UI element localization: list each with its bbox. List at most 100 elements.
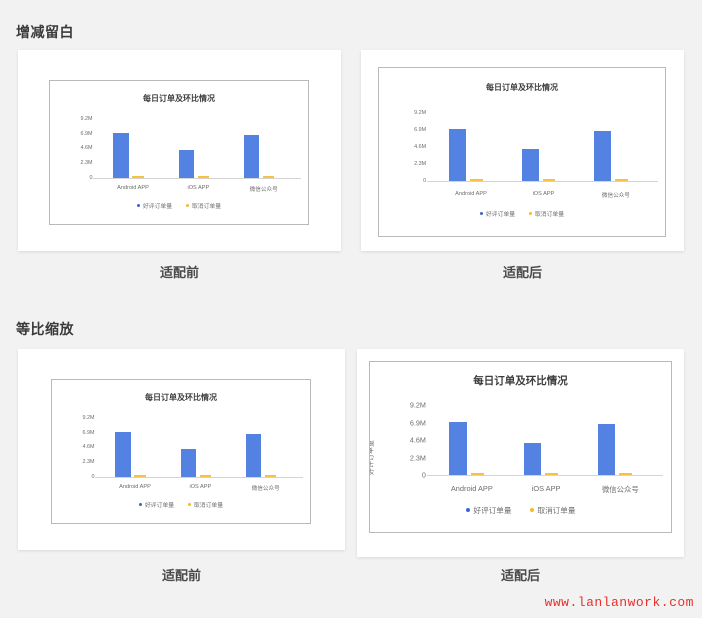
bar-amber bbox=[197, 175, 209, 178]
bar-blue bbox=[245, 433, 262, 477]
x-axis-tick: 微信公众号 bbox=[601, 192, 630, 199]
bar-blue bbox=[449, 129, 467, 182]
bar-blue bbox=[593, 131, 611, 182]
bar-amber bbox=[619, 472, 633, 476]
chart-frame: 每日订单及环比情况 0 2.3M 4.6M 6.9M 9.2M 好评订单量 Android A… bbox=[49, 80, 309, 225]
legend-swatch bbox=[480, 212, 483, 216]
x-axis-tick: iOS APP bbox=[187, 185, 210, 192]
card-after-scale: 每日订单及环比情况 0 2.3M 4.6M 6.9M 9.2M 好评订单量 Android A… bbox=[357, 349, 684, 557]
bar-amber bbox=[545, 473, 559, 476]
legend-swatch bbox=[529, 212, 532, 216]
caption-before-whitespace: 适配前 bbox=[159, 265, 199, 280]
legend-swatch bbox=[188, 503, 191, 507]
caption-after-scale: 适配后 bbox=[500, 568, 540, 583]
bar-chart: 每日订单及环比情况 0 2.3M 4.6M 6.9M 9.2M 好评订单量 Android A… bbox=[379, 68, 665, 236]
x-axis-tick: 微信公众号 bbox=[251, 486, 280, 493]
bar-amber bbox=[134, 474, 146, 477]
bar-blue bbox=[115, 431, 131, 477]
bar-chart: 每日订单及环比情况 0 2.3M 4.6M 6.9M 9.2M 好评订单量 Android A… bbox=[52, 380, 310, 523]
x-axis-line bbox=[93, 177, 302, 179]
bar-blue bbox=[597, 424, 616, 476]
x-axis-line bbox=[426, 475, 663, 477]
bar-amber bbox=[132, 175, 144, 178]
y-axis-label: 好评订单量 bbox=[369, 439, 375, 475]
y-axis-tick: 4.6M bbox=[80, 145, 93, 152]
chart-legend: 好评订单量 取消订单量 bbox=[370, 505, 671, 516]
y-axis-tick: 6.9M bbox=[414, 126, 427, 133]
section-title-scale: 等比缩放 bbox=[16, 321, 74, 337]
x-axis-line bbox=[95, 476, 304, 478]
bar-blue bbox=[180, 449, 196, 477]
card-after-whitespace: 每日订单及环比情况 0 2.3M 4.6M 6.9M 9.2M 好评订单量 Android A… bbox=[361, 50, 684, 251]
bar-blue bbox=[449, 422, 467, 476]
legend-item[interactable]: 取消订单量 bbox=[529, 505, 576, 516]
legend-swatch bbox=[139, 503, 142, 507]
legend-item[interactable]: 好评订单量 bbox=[139, 500, 174, 509]
x-axis-tick: Android APP bbox=[119, 484, 151, 491]
card-before-scale: 每日订单及环比情况 0 2.3M 4.6M 6.9M 9.2M 好评订单量 Android A… bbox=[18, 349, 345, 550]
y-axis-tick: 6.9M bbox=[82, 429, 95, 436]
chart-legend: 好评订单量 取消订单量 bbox=[52, 500, 310, 509]
chart-legend: 好评订单量 取消订单量 bbox=[379, 209, 665, 218]
x-axis-tick: Android APP bbox=[117, 185, 149, 192]
chart-title: 每日订单及环比情况 bbox=[143, 94, 215, 104]
chart-frame: 每日订单及环比情况 0 2.3M 4.6M 6.9M 9.2M 好评订单量 Android A… bbox=[378, 67, 666, 237]
legend-label: 好评订单量 bbox=[486, 212, 515, 219]
x-axis-line bbox=[427, 181, 658, 183]
legend-item[interactable]: 好评订单量 bbox=[465, 505, 512, 516]
bar-chart: 每日订单及环比情况 0 2.3M 4.6M 6.9M 9.2M 好评订单量 Android A… bbox=[370, 362, 671, 532]
legend-swatch bbox=[186, 204, 189, 208]
chart-frame: 每日订单及环比情况 0 2.3M 4.6M 6.9M 9.2M 好评订单量 Android A… bbox=[369, 361, 672, 533]
bar-amber bbox=[614, 179, 628, 182]
caption-after-whitespace: 适配后 bbox=[502, 265, 542, 280]
legend-item[interactable]: 取消订单量 bbox=[188, 500, 223, 509]
y-axis-tick: 2.3M bbox=[80, 159, 93, 166]
bar-amber bbox=[264, 474, 277, 477]
x-axis-tick: iOS APP bbox=[532, 190, 555, 197]
legend-label: 好评订单量 bbox=[143, 204, 172, 211]
y-axis-tick: 9.2M bbox=[409, 400, 426, 410]
legend-label: 好评订单量 bbox=[145, 503, 174, 510]
y-axis-tick: 9.2M bbox=[414, 109, 427, 116]
legend-label: 取消订单量 bbox=[192, 204, 221, 211]
y-axis-tick: 2.3M bbox=[414, 161, 427, 168]
y-axis-tick: 9.2M bbox=[80, 115, 93, 122]
bar-amber bbox=[470, 472, 484, 476]
x-axis-tick: 微信公众号 bbox=[601, 485, 639, 495]
section-title-whitespace: 增减留白 bbox=[16, 24, 74, 40]
legend-swatch bbox=[529, 508, 534, 513]
bar-blue bbox=[178, 150, 194, 178]
bar-amber bbox=[199, 474, 211, 477]
legend-label: 取消订单量 bbox=[537, 505, 576, 515]
x-axis-tick: Android APP bbox=[455, 190, 487, 197]
bar-blue bbox=[113, 132, 129, 178]
y-axis-tick: 4.6M bbox=[82, 444, 95, 451]
y-axis-tick: 9.2M bbox=[82, 414, 95, 421]
bar-amber bbox=[470, 179, 483, 182]
y-axis-tick: 2.3M bbox=[409, 453, 426, 463]
chart-title: 每日订单及环比情况 bbox=[486, 83, 558, 93]
bar-amber bbox=[542, 179, 556, 182]
card-before-whitespace: 每日订单及环比情况 0 2.3M 4.6M 6.9M 9.2M 好评订单量 Android A… bbox=[18, 50, 341, 251]
legend-item[interactable]: 好评订单量 bbox=[137, 201, 172, 210]
y-axis-tick: 6.9M bbox=[409, 418, 426, 428]
chart-frame: 每日订单及环比情况 0 2.3M 4.6M 6.9M 9.2M 好评订单量 Android A… bbox=[51, 379, 311, 524]
legend-label: 取消订单量 bbox=[194, 503, 223, 510]
legend-item[interactable]: 好评订单量 bbox=[480, 209, 515, 218]
legend-label: 取消订单量 bbox=[535, 212, 564, 219]
legend-swatch bbox=[465, 508, 470, 513]
y-axis-tick: 6.9M bbox=[80, 130, 93, 137]
chart-title: 每日订单及环比情况 bbox=[145, 393, 217, 403]
legend-swatch bbox=[137, 204, 140, 208]
bar-blue bbox=[243, 134, 260, 178]
legend-label: 好评订单量 bbox=[473, 505, 512, 515]
y-axis-tick: 4.6M bbox=[409, 435, 426, 445]
legend-item[interactable]: 取消订单量 bbox=[186, 201, 221, 210]
caption-before-scale: 适配前 bbox=[161, 568, 201, 583]
chart-legend: 好评订单量 取消订单量 bbox=[50, 201, 308, 210]
x-axis-tick: 微信公众号 bbox=[249, 187, 278, 194]
x-axis-tick: iOS APP bbox=[189, 484, 212, 491]
x-axis-tick: iOS APP bbox=[531, 484, 561, 494]
legend-item[interactable]: 取消订单量 bbox=[529, 209, 564, 218]
